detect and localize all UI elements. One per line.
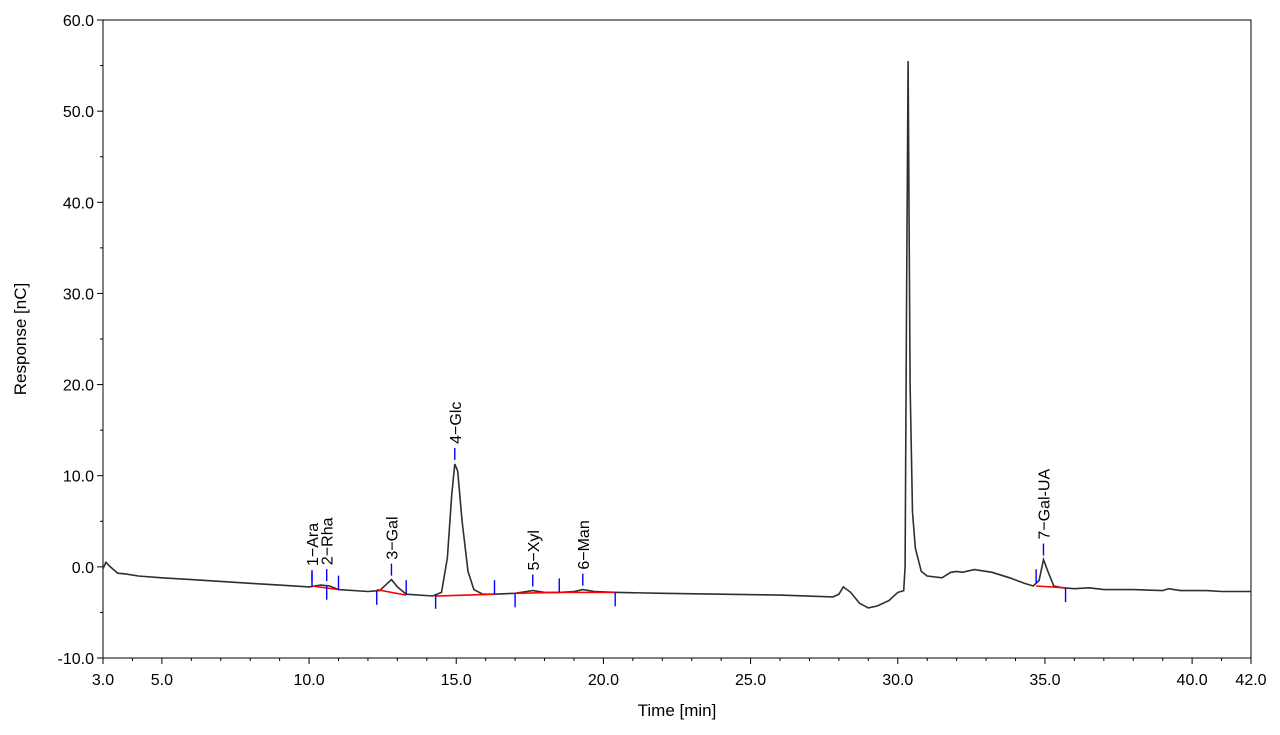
y-axis-title: Response [nC] — [11, 283, 30, 395]
chromatogram-trace — [102, 60, 1251, 609]
baseline-segment-1 — [376, 588, 407, 596]
y-tick-label-2: 10.0 — [63, 469, 94, 486]
x-tick-label-0: 3.0 — [92, 672, 114, 689]
peak-label-6: 7−Gal-UA — [1036, 469, 1053, 540]
x-tick-label-9: 42.0 — [1235, 672, 1266, 689]
peak-label-5: 6−Man — [576, 520, 593, 569]
peak-label-1: 2−Rha — [320, 517, 337, 565]
x-tick-label-6: 30.0 — [882, 672, 913, 689]
baseline-segment-0 — [311, 585, 339, 591]
integration-markers — [311, 569, 1067, 609]
x-axis-title: Time [min] — [638, 701, 717, 720]
plot-frame — [102, 19, 1252, 659]
x-tick-label-4: 20.0 — [588, 672, 619, 689]
peak-label-4: 5−Xyl — [526, 530, 543, 570]
peak-label-2: 3−Gal — [384, 516, 401, 559]
peak-label-0: 1−Ara — [305, 523, 322, 566]
y-axis-ticks: -10.0 0.0 10.0 20.0 30.0 40.0 50.0 60.0 — [58, 13, 103, 668]
baseline-segment-3 — [515, 591, 560, 595]
y-tick-label-3: 20.0 — [63, 378, 94, 395]
x-tick-label-2: 10.0 — [293, 672, 324, 689]
integration-baselines — [311, 585, 1066, 597]
y-tick-label-7: 60.0 — [63, 13, 94, 30]
x-tick-label-3: 15.0 — [441, 672, 472, 689]
x-axis-ticks: 3.0 5.0 10.0 15.0 20.0 25.0 30.0 35.0 40.0 42.0 — [92, 658, 1267, 689]
peak-label-3: 4−Glc — [448, 402, 465, 444]
y-tick-label-0: -10.0 — [58, 651, 95, 668]
y-tick-label-5: 40.0 — [63, 195, 94, 212]
x-tick-label-8: 40.0 — [1177, 672, 1208, 689]
y-tick-label-1: 0.0 — [72, 560, 94, 577]
x-tick-label-7: 35.0 — [1029, 672, 1060, 689]
y-tick-label-6: 50.0 — [63, 104, 94, 121]
baseline-segment-2 — [435, 593, 495, 597]
baseline-segment-5 — [1036, 585, 1066, 589]
x-tick-label-1: 5.0 — [151, 672, 173, 689]
x-tick-label-5: 25.0 — [735, 672, 766, 689]
y-tick-label-4: 30.0 — [63, 286, 94, 303]
